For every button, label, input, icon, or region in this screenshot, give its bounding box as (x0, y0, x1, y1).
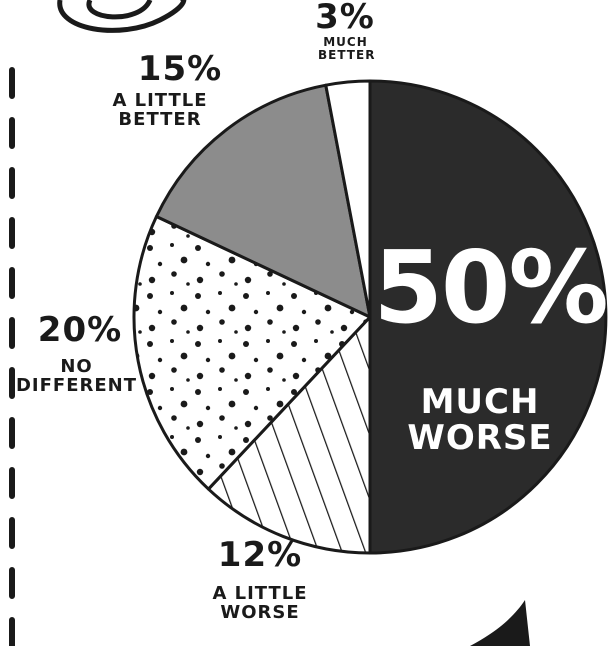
pie (132, 79, 608, 555)
value-label: 50% (373, 229, 608, 346)
pie-slice (154, 83, 372, 319)
pie-slice (368, 79, 608, 555)
category-label: NO DIFFERENT (15, 356, 138, 396)
decoration (470, 600, 530, 646)
value-label: 20% (37, 310, 123, 350)
doodle (86, 0, 153, 20)
value-label: 12% (217, 535, 303, 575)
value-label: 3% (315, 0, 375, 37)
category-label: MUCH BETTER (318, 35, 376, 62)
category-label: A LITTLE BETTER (112, 90, 208, 130)
pie-slice (132, 215, 372, 491)
category-label: MUCH WORSE (407, 382, 553, 458)
value-label: 15% (137, 49, 223, 89)
pie-slice (206, 315, 372, 555)
doodle (57, 0, 187, 33)
pie-slice (324, 79, 372, 319)
category-label: A LITTLE WORSE (212, 583, 308, 623)
